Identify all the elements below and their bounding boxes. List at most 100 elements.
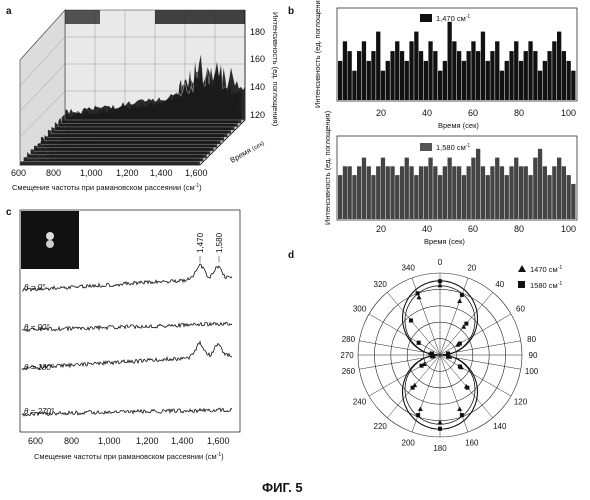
panel-d-point-1580 xyxy=(411,386,415,390)
panel-b-bar-1470 xyxy=(448,22,452,100)
panel-b-bot-xt-100: 100 xyxy=(561,224,576,234)
panel-b-bar-1470 xyxy=(552,41,556,100)
panel-b-bar-1470 xyxy=(400,51,404,100)
panel-b-bar-1470 xyxy=(500,71,504,100)
panel-d-legend: 1470 см-1 1580 см-1 xyxy=(518,265,562,290)
panel-d-angle-tick: 200 xyxy=(402,438,416,447)
panel-b-bottom-chart: 1,580 см-1 20 40 60 80 100 Время (сек) И… xyxy=(323,110,577,246)
panel-b-bar-1470 xyxy=(486,61,490,100)
panel-d-legend-1470: 1470 см-1 xyxy=(530,265,562,274)
panel-d-point-1580 xyxy=(458,364,462,368)
panel-b-bar-1580 xyxy=(352,175,356,219)
panel-a-xt-1200: 1,200 xyxy=(116,168,139,178)
panel-b-bot-xt-80: 80 xyxy=(514,224,524,234)
panel-b-bar-1580 xyxy=(547,175,551,219)
panel-b-bar-1580 xyxy=(519,166,523,219)
panel-b-bot-xlabel: Время (сек) xyxy=(424,237,465,246)
panel-b-bar-1580 xyxy=(557,158,561,219)
panel-b-bar-1470 xyxy=(528,41,532,100)
panel-b-bar-1470 xyxy=(390,51,394,100)
panel-b-bar-1580 xyxy=(490,166,494,219)
panel-a-xt-600: 600 xyxy=(11,168,26,178)
panel-c-label: c xyxy=(6,207,12,218)
panel-a-zt-160: 160 xyxy=(250,54,265,64)
panel-a-zlabel: Интенсивность (ед. поглощения) xyxy=(271,12,280,127)
panel-d-point-1470 xyxy=(418,406,423,411)
panel-b-bar-1470 xyxy=(395,41,399,100)
panel-b-bar-1470 xyxy=(419,51,423,100)
panel-a-xt-1600: 1,600 xyxy=(185,168,208,178)
panel-d-point-1580 xyxy=(409,318,413,322)
panel-c-xt-600: 600 xyxy=(28,436,43,446)
panel-a-zt-120: 120 xyxy=(250,110,265,120)
panel-b-bar-1580 xyxy=(367,166,371,219)
panel-b-bar-1580 xyxy=(486,175,490,219)
panel-b-bar-1580 xyxy=(386,166,390,219)
panel-d-angle-tick: 40 xyxy=(495,280,504,289)
panel-a-zt-140: 140 xyxy=(250,82,265,92)
panel-b-bar-1580 xyxy=(433,166,437,219)
panel-c-peak-1470: 1,470 xyxy=(196,232,205,253)
panel-b-bar-1470 xyxy=(514,41,518,100)
panel-d-angle-tick: 80 xyxy=(527,335,536,344)
panel-b-bar-1580 xyxy=(471,158,475,219)
panel-b-bar-1470 xyxy=(543,61,547,100)
panel-d-angle-tick: 160 xyxy=(465,438,479,447)
panel-b-bar-1580 xyxy=(381,158,385,219)
panel-c-xt-800: 800 xyxy=(64,436,79,446)
panel-b-bar-1580 xyxy=(476,149,480,219)
panel-b-bar-1580 xyxy=(500,166,504,219)
panel-b-bar-1470 xyxy=(362,41,366,100)
panel-d-angle-tick: 300 xyxy=(353,305,367,314)
panel-d-spoke xyxy=(387,292,440,355)
panel-b-bar-1470 xyxy=(452,41,456,100)
panel-d-angle-tick: 120 xyxy=(514,398,528,407)
panel-b-bar-1470 xyxy=(476,51,480,100)
panel-b-bot-xt-20: 20 xyxy=(376,224,386,234)
panel-a-time-label: Время (сек) xyxy=(229,138,266,165)
panel-d-angle-tick: 340 xyxy=(402,264,416,273)
panel-b-bar-1580 xyxy=(495,158,499,219)
panel-a-x-axis: 600 800 1,000 1,200 1,400 1,600 Смещение… xyxy=(11,168,208,192)
panel-c-label-180: θ = 180° xyxy=(24,363,55,372)
panel-b-bar-1580 xyxy=(552,166,556,219)
panel-b-bar-1580 xyxy=(562,166,566,219)
panel-b-top-xt-20: 20 xyxy=(376,108,386,118)
panel-b-bot-xt-40: 40 xyxy=(422,224,432,234)
panel-d-legend-1580: 1580 см-1 xyxy=(530,281,562,290)
panel-a-time-axis: Время (сек) xyxy=(229,138,266,165)
panel-d-point-1470 xyxy=(457,299,462,304)
panel-b-bar-1580 xyxy=(343,166,347,219)
panel-b-top-xt-40: 40 xyxy=(422,108,432,118)
panel-b-bot-xt-60: 60 xyxy=(468,224,478,234)
panel-b-bar-1580 xyxy=(443,166,447,219)
panel-d-point-1580 xyxy=(420,364,424,368)
panel-a-3d-plot xyxy=(20,10,245,165)
panel-b-bar-1580 xyxy=(543,166,547,219)
panel-b-bar-1470 xyxy=(428,41,432,100)
panel-b-bar-1470 xyxy=(348,51,352,100)
panel-c-xt-1600: 1,600 xyxy=(207,436,230,446)
panel-d-angle-tick: 320 xyxy=(374,280,388,289)
panel-a-xt-1400: 1,400 xyxy=(150,168,173,178)
panel-d-angle-tick: 180 xyxy=(433,444,447,453)
panel-b-bar-1470 xyxy=(490,51,494,100)
panel-c-chart: 1,470 1,580 θ = 0° θ = 90° θ = 180° θ = … xyxy=(20,210,240,461)
panel-b-legend-swatch-1580 xyxy=(420,143,432,151)
panel-b-bar-1580 xyxy=(452,166,456,219)
panel-b-legend-1470: 1,470 см-1 xyxy=(436,14,470,23)
panel-b-top-ylabel: Интенсивность (ед. поглощения) xyxy=(313,0,322,108)
panel-b-top-chart: 1,470 см-1 20 40 60 80 100 Время (сек) И… xyxy=(313,0,577,130)
panel-b-bar-1580 xyxy=(395,175,399,219)
panel-b-bar-1580 xyxy=(409,166,413,219)
panel-b-legend-1580: 1,580 см-1 xyxy=(436,143,470,152)
panel-b-bar-1580 xyxy=(481,166,485,219)
panel-b-bar-1580 xyxy=(428,158,432,219)
panel-d-point-1470 xyxy=(457,406,462,411)
panel-b-bar-1580 xyxy=(348,166,352,219)
panel-b-bar-1580 xyxy=(405,158,409,219)
panel-c-label-0: θ = 0° xyxy=(24,283,46,292)
panel-b-bar-1580 xyxy=(448,158,452,219)
panel-b-top-xlabel: Время (сек) xyxy=(438,121,479,130)
